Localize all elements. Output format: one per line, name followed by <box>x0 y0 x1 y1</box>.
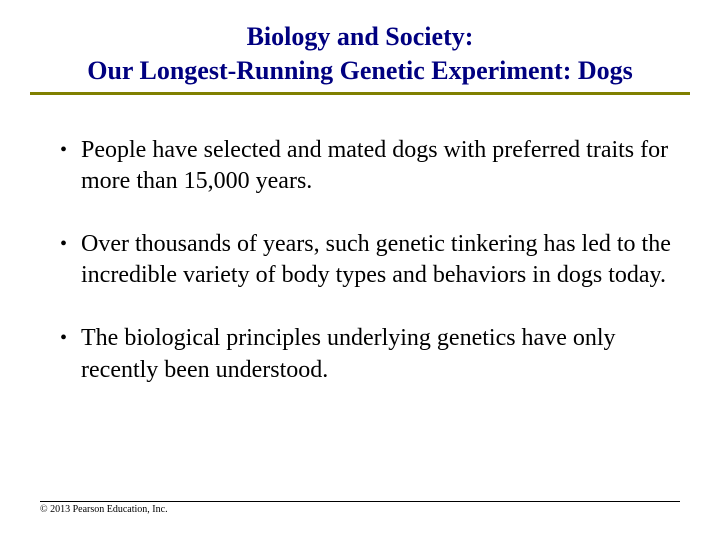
bullet-item: • The biological principles underlying g… <box>60 323 680 385</box>
footer-divider <box>40 501 680 502</box>
bullet-item: • Over thousands of years, such genetic … <box>60 229 680 291</box>
title-block: Biology and Society: Our Longest-Running… <box>40 20 680 95</box>
bullet-dot-icon: • <box>60 135 67 165</box>
title-line-2: Our Longest-Running Genetic Experiment: … <box>40 54 680 88</box>
footer: © 2013 Pearson Education, Inc. <box>40 501 680 515</box>
bullet-list: • People have selected and mated dogs wi… <box>40 135 680 386</box>
title-line-1: Biology and Society: <box>40 20 680 54</box>
bullet-text: The biological principles underlying gen… <box>81 323 680 385</box>
bullet-dot-icon: • <box>60 323 67 353</box>
bullet-item: • People have selected and mated dogs wi… <box>60 135 680 197</box>
bullet-text: People have selected and mated dogs with… <box>81 135 680 197</box>
bullet-dot-icon: • <box>60 229 67 259</box>
bullet-text: Over thousands of years, such genetic ti… <box>81 229 680 291</box>
title-underline <box>30 92 690 95</box>
copyright-text: © 2013 Pearson Education, Inc. <box>40 504 680 515</box>
